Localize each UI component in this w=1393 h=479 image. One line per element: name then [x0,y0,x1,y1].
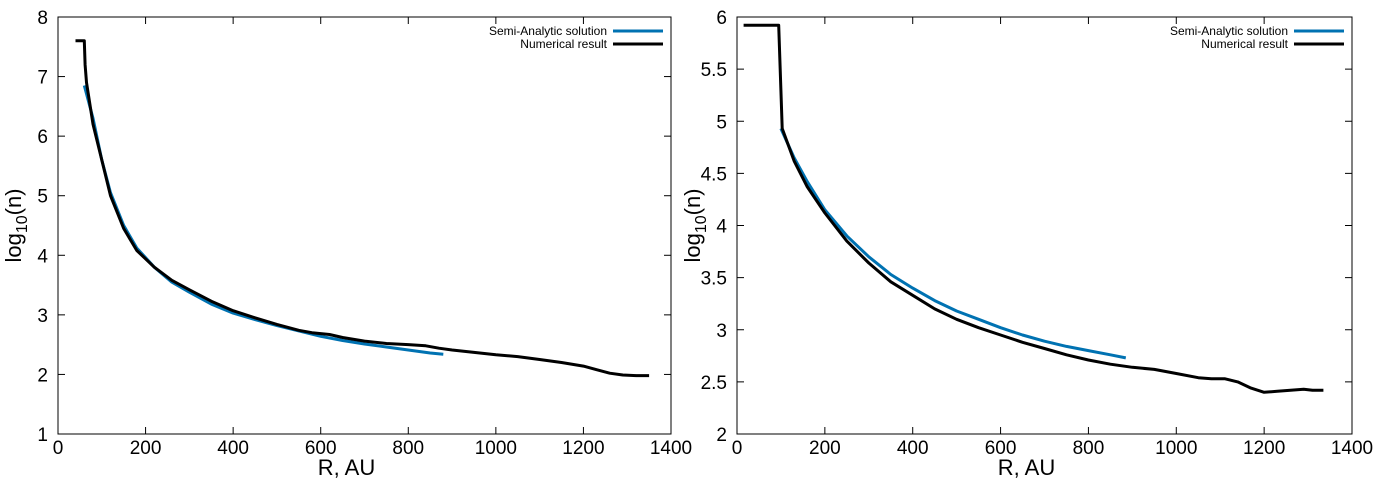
y-tick-label: 2.5 [701,373,727,394]
x-tick-label: 800 [392,438,424,459]
x-tick-label: 0 [53,438,64,459]
right-panel: 0 200 400 600 800 1000 1200 1400 2 2.5 3 3.5 4 4.5 5 5.… [680,8,1373,479]
y-tick-label: 6 [37,127,48,148]
legend-label: Numerical result [520,37,607,51]
x-axis-label: R, AU [998,455,1055,479]
series-semi-analytic-line [82,85,444,356]
y-tick-label: 6 [716,8,727,29]
y-tick-label: 5 [37,187,48,208]
left-panel: 0 200 400 600 800 1000 1200 1400 1 2 3 4 5 6 7 8 R, AU lo… [1,8,692,479]
x-tick-label: 1400 [650,438,692,459]
y-axis-label: log10(n) [1,188,31,262]
y-tick-label: 5.5 [701,60,727,81]
y-tick-label: 2 [37,365,48,386]
x-tick-label: 800 [1073,438,1105,459]
x-tick-label: 200 [809,438,841,459]
legend-label: Semi-Analytic solution [1170,24,1288,38]
y-tick-label: 1 [37,425,48,446]
x-tick-label: 400 [217,438,249,459]
legend-label: Semi-Analytic solution [489,24,607,38]
series-numerical-line [743,23,1324,394]
y-tick-label: 2 [716,425,727,446]
x-tick-label: 1400 [1331,438,1373,459]
y-tick-label: 5 [716,112,727,133]
x-tick-label: 200 [130,438,162,459]
x-tick-label: 0 [732,438,743,459]
y-tick-label: 3.5 [701,269,727,290]
y-axis-label: log10(n) [680,188,710,262]
x-tick-label: 600 [985,438,1017,459]
x-tick-label: 600 [305,438,337,459]
x-tick-label: 1000 [1155,438,1197,459]
y-tick-label: 4.5 [701,164,727,185]
plot-frame [57,16,672,435]
y-tick-label: 7 [37,68,48,89]
series-numerical-line [75,39,650,378]
x-tick-label: 1200 [1243,438,1285,459]
y-tick-label: 4 [37,246,48,267]
x-tick-label: 1000 [475,438,517,459]
y-tick-label: 4 [716,217,727,238]
x-tick-label: 400 [897,438,929,459]
legend-label: Numerical result [1201,37,1288,51]
x-axis-label: R, AU [318,455,375,479]
x-tick-label: 1200 [562,438,604,459]
y-tick-label: 3 [716,321,727,342]
series-semi-analytic-line [779,127,1127,360]
plot-frame [736,16,1353,435]
y-tick-label: 8 [37,8,48,29]
y-tick-label: 3 [37,306,48,327]
